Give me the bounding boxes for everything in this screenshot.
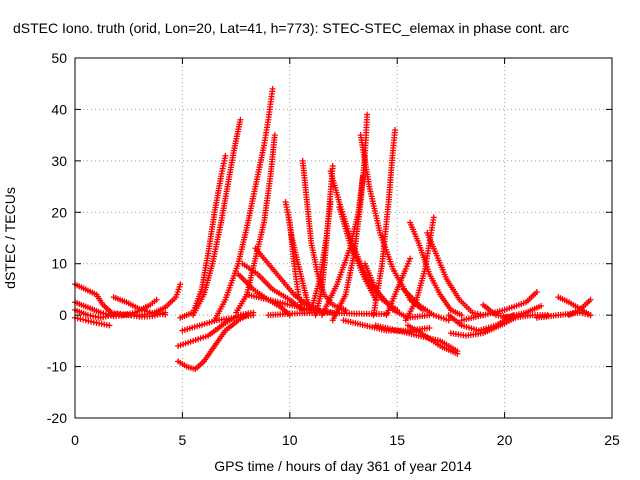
data-point bbox=[237, 116, 244, 123]
data-point bbox=[269, 85, 276, 92]
y-axis-label: dSTEC / TECUs bbox=[2, 187, 18, 289]
y-tick-label: -10 bbox=[47, 359, 67, 375]
data-series-21 bbox=[284, 209, 315, 313]
grid-lines bbox=[75, 58, 612, 418]
data-series-24 bbox=[308, 199, 334, 313]
data-point bbox=[153, 296, 160, 303]
data-point bbox=[299, 307, 306, 313]
x-tick-label: 20 bbox=[497, 432, 513, 448]
data-point bbox=[430, 214, 437, 221]
data-series-31 bbox=[370, 127, 399, 319]
data-point bbox=[162, 309, 169, 316]
data-point bbox=[327, 199, 334, 205]
y-tick-label: -20 bbox=[47, 410, 67, 426]
y-tick-label: 50 bbox=[51, 50, 67, 66]
data-series-38 bbox=[407, 219, 465, 319]
data-series-10 bbox=[211, 85, 276, 324]
data-point bbox=[587, 312, 594, 319]
data-point bbox=[342, 307, 349, 313]
data-point bbox=[177, 281, 184, 288]
data-point bbox=[458, 312, 465, 319]
data-point bbox=[454, 350, 461, 357]
data-series-39 bbox=[424, 229, 487, 319]
data-series-33 bbox=[383, 255, 414, 319]
data-series-47 bbox=[533, 309, 594, 321]
y-tick-label: 0 bbox=[59, 307, 67, 323]
data-point bbox=[538, 302, 545, 309]
y-tick-label: 40 bbox=[51, 101, 67, 117]
data-series-42 bbox=[458, 289, 540, 324]
plot-frame bbox=[74, 57, 613, 419]
data-point bbox=[329, 163, 336, 169]
data-point bbox=[587, 296, 594, 303]
x-tick-label: 0 bbox=[71, 432, 79, 448]
y-tick-label: 30 bbox=[51, 153, 67, 169]
data-series-35 bbox=[404, 322, 461, 357]
x-tick-label: 15 bbox=[389, 432, 405, 448]
data-point bbox=[106, 322, 113, 329]
axis-ticks: 0 5 10 15 20 25 -20 -10 0 10 20 30 40 50 bbox=[47, 50, 620, 448]
data-series-9 bbox=[190, 116, 244, 319]
data-point bbox=[364, 111, 371, 118]
data-series-12 bbox=[175, 312, 250, 373]
data-point bbox=[407, 255, 414, 262]
data-point bbox=[445, 317, 452, 324]
x-tick-label: 10 bbox=[282, 432, 298, 448]
data-point bbox=[533, 289, 540, 295]
y-tick-label: 20 bbox=[51, 204, 67, 220]
x-tick-label: 25 bbox=[604, 432, 620, 448]
data-series-34 bbox=[372, 322, 461, 355]
data-point bbox=[392, 127, 399, 133]
data-series-44 bbox=[501, 302, 545, 321]
data-point bbox=[222, 152, 229, 159]
data-series-19 bbox=[265, 309, 390, 319]
series-markers bbox=[72, 85, 594, 373]
data-point bbox=[250, 312, 257, 319]
chart-title: dSTEC Iono. truth (orid, Lon=20, Lat=41,… bbox=[13, 20, 569, 36]
y-tick-label: 10 bbox=[51, 256, 67, 272]
data-series-14 bbox=[179, 312, 257, 334]
data-series-7 bbox=[136, 281, 184, 319]
data-series-15 bbox=[235, 271, 293, 319]
data-point bbox=[426, 325, 433, 331]
data-point bbox=[271, 132, 278, 139]
x-tick-label: 5 bbox=[179, 432, 187, 448]
data-series-28 bbox=[336, 204, 379, 303]
x-axis-label: GPS time / hours of day 361 of year 2014 bbox=[214, 458, 472, 474]
